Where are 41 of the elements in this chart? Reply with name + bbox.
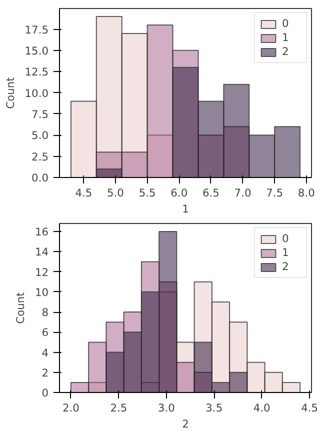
x-tick-label: 4.5 [75,186,92,200]
y-tick-label: 12 [34,266,49,279]
y-tick-label: 17.5 [24,23,49,36]
y-tick-label: 8 [42,306,49,320]
y-tick-label: 12.5 [24,66,49,79]
x-tick-label: 3.0 [158,402,176,414]
y-tick-label: 5.0 [32,129,49,142]
x-tick-label: 7.5 [266,186,284,200]
y-tick-label: 0.0 [32,172,49,184]
x-tick-label: 2.0 [62,402,80,414]
y-tick-label: 16 [34,226,49,239]
legend-label: 1 [282,31,290,44]
x-tick-label: 4.0 [253,402,271,414]
y-tick-label: 15.0 [24,44,49,58]
y-tick-label: 4 [42,346,49,360]
x-tick-label: 4.5 [301,402,318,414]
y-axis-title: Count [4,77,17,109]
y-axis-title: Count [14,292,27,324]
legend-label: 1 [282,246,290,259]
y-tick-label: 14 [34,246,49,259]
legend-label: 2 [282,260,290,273]
y-tick-label: 10.0 [24,86,49,100]
x-tick-label: 5.5 [138,186,156,200]
x-tick-label: 7.0 [234,186,252,200]
x-tick-label: 2.5 [110,402,128,414]
x-axis-title: 2 [182,418,189,430]
y-tick-label: 6 [42,326,49,340]
x-axis-title: 1 [182,202,189,216]
x-tick-label: 8.0 [298,186,316,200]
legend-label: 0 [282,232,290,245]
x-tick-label: 5.0 [107,186,124,200]
x-tick-label: 6.0 [170,186,188,200]
legend-label: 2 [282,45,290,58]
y-tick-label: 2.5 [32,150,49,164]
x-tick-label: 3.5 [206,402,223,414]
y-tick-label: 10 [34,286,49,299]
y-tick-label: 0 [42,386,49,400]
y-tick-label: 2 [42,366,48,380]
legend-label: 0 [282,17,290,30]
x-tick-label: 6.5 [202,186,220,200]
y-tick-label: 7.5 [32,108,49,121]
